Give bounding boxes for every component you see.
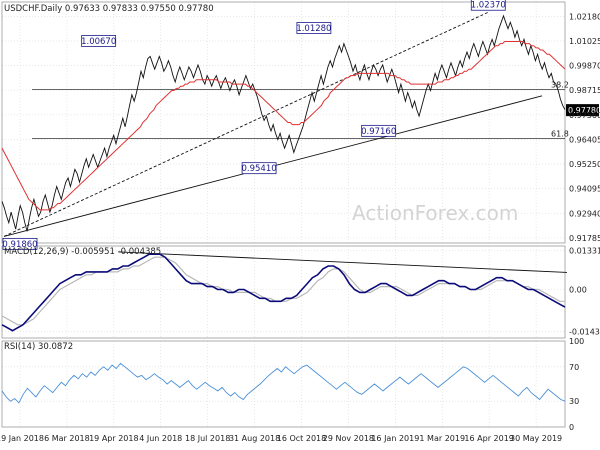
- x-tick-label: 16 Jan 2019: [371, 434, 419, 443]
- pivot-box: [241, 162, 277, 175]
- trendline-layer: [3, 11, 568, 273]
- pivot-box: [2, 237, 38, 250]
- x-tick-label: 16 Apr 2019: [464, 434, 513, 443]
- pivot-box: [470, 0, 506, 11]
- price-y-tick-label: 0.98715: [569, 86, 600, 95]
- pivot-box: [361, 124, 397, 137]
- price-series-line: [1, 14, 566, 232]
- annotation-layer: 38.2 61.8 0.97780 0.91860 1.00670 0.95410 1.01…: [2, 0, 600, 250]
- macd-panel-title: MACD(12,26,9) -0.005951 -0.004385: [4, 247, 161, 257]
- fib-38-label: 38.2: [551, 81, 569, 90]
- x-tick-label: 19 Jan 2018: [0, 434, 44, 443]
- x-tick-label: 1 Mar 2019: [419, 434, 465, 443]
- price-y-tick-label: 0.91785: [569, 234, 600, 243]
- rsi-y-tick-label: 70: [569, 363, 579, 372]
- rsi-panel-title: RSI(14) 30.0872: [4, 342, 73, 352]
- pivot-box: [296, 22, 332, 34]
- moving-average-line: [1, 41, 566, 211]
- price-y-tick-label: 0.99870: [569, 62, 600, 71]
- rsi-y-tick-label: 0: [569, 423, 574, 432]
- price-y-tick-label: 1.02180: [569, 12, 600, 21]
- x-tick-label: 19 Apr 2018: [89, 434, 138, 443]
- series-layer: [1, 14, 566, 404]
- x-tick-label: 31 Aug 2018: [229, 434, 280, 443]
- panel-frames: [1, 1, 566, 428]
- rsi-y-tick-label: 100: [569, 337, 584, 346]
- watermark: ActionForex.com: [352, 201, 518, 225]
- pivot-label: 0.91860: [2, 240, 37, 250]
- x-tick-label: 16 Oct 2018: [277, 434, 326, 443]
- last-price-label: 0.97780: [568, 106, 600, 115]
- x-tick-label: 4 Jun 2018: [139, 434, 182, 443]
- macd-panel-frame: [1, 245, 566, 339]
- x-tick-label: 6 Mar 2018: [44, 434, 90, 443]
- fib-61-label: 61.8: [551, 129, 569, 138]
- macd-signal-line: [1, 256, 565, 326]
- last-price-box: [566, 104, 599, 117]
- price-y-tick-label: 1.01025: [569, 37, 600, 46]
- price-y-tick-label: 0.92940: [569, 209, 600, 218]
- macd-y-tick-label: -0.014323: [569, 328, 600, 337]
- x-tick-label: 30 May 2019: [510, 434, 562, 443]
- x-tick-label: 29 Nov 2018: [323, 434, 374, 443]
- pivot-box: [81, 35, 117, 47]
- macd-trendline: [118, 251, 568, 273]
- rsi-panel-frame: [1, 340, 566, 428]
- axis-layer: 19 Jan 2018 6 Mar 2018 19 Apr 2018 4 Jun 20…: [0, 12, 600, 443]
- price-y-tick-label: 0.96405: [569, 135, 600, 144]
- price-panel-frame: [1, 1, 566, 244]
- price-y-tick-label: 0.95250: [569, 160, 600, 169]
- macd-y-tick-label: 0.013319: [569, 246, 600, 255]
- rsi-line: [1, 362, 566, 404]
- macd-line: [1, 253, 566, 332]
- price-panel-title: USDCHF.Daily 0.97633 0.97833 0.97550 0.9…: [4, 4, 214, 14]
- x-tick-label: 18 Jul 2018: [185, 434, 230, 443]
- pivot-label: 0.97160: [361, 127, 396, 137]
- pivot-label: 1.02370: [471, 1, 506, 11]
- rsi-y-tick-label: 30: [569, 397, 579, 406]
- pivot-label: 1.01280: [296, 24, 331, 34]
- price-y-tick-label: 0.94095: [569, 185, 600, 194]
- pivot-label: 0.95410: [242, 164, 277, 174]
- dashed-trendline: [3, 11, 489, 237]
- price-y-tick-label: 0.97560: [569, 111, 600, 120]
- macd-y-tick-label: 0.00: [569, 286, 587, 295]
- pivot-label: 1.00670: [81, 37, 116, 47]
